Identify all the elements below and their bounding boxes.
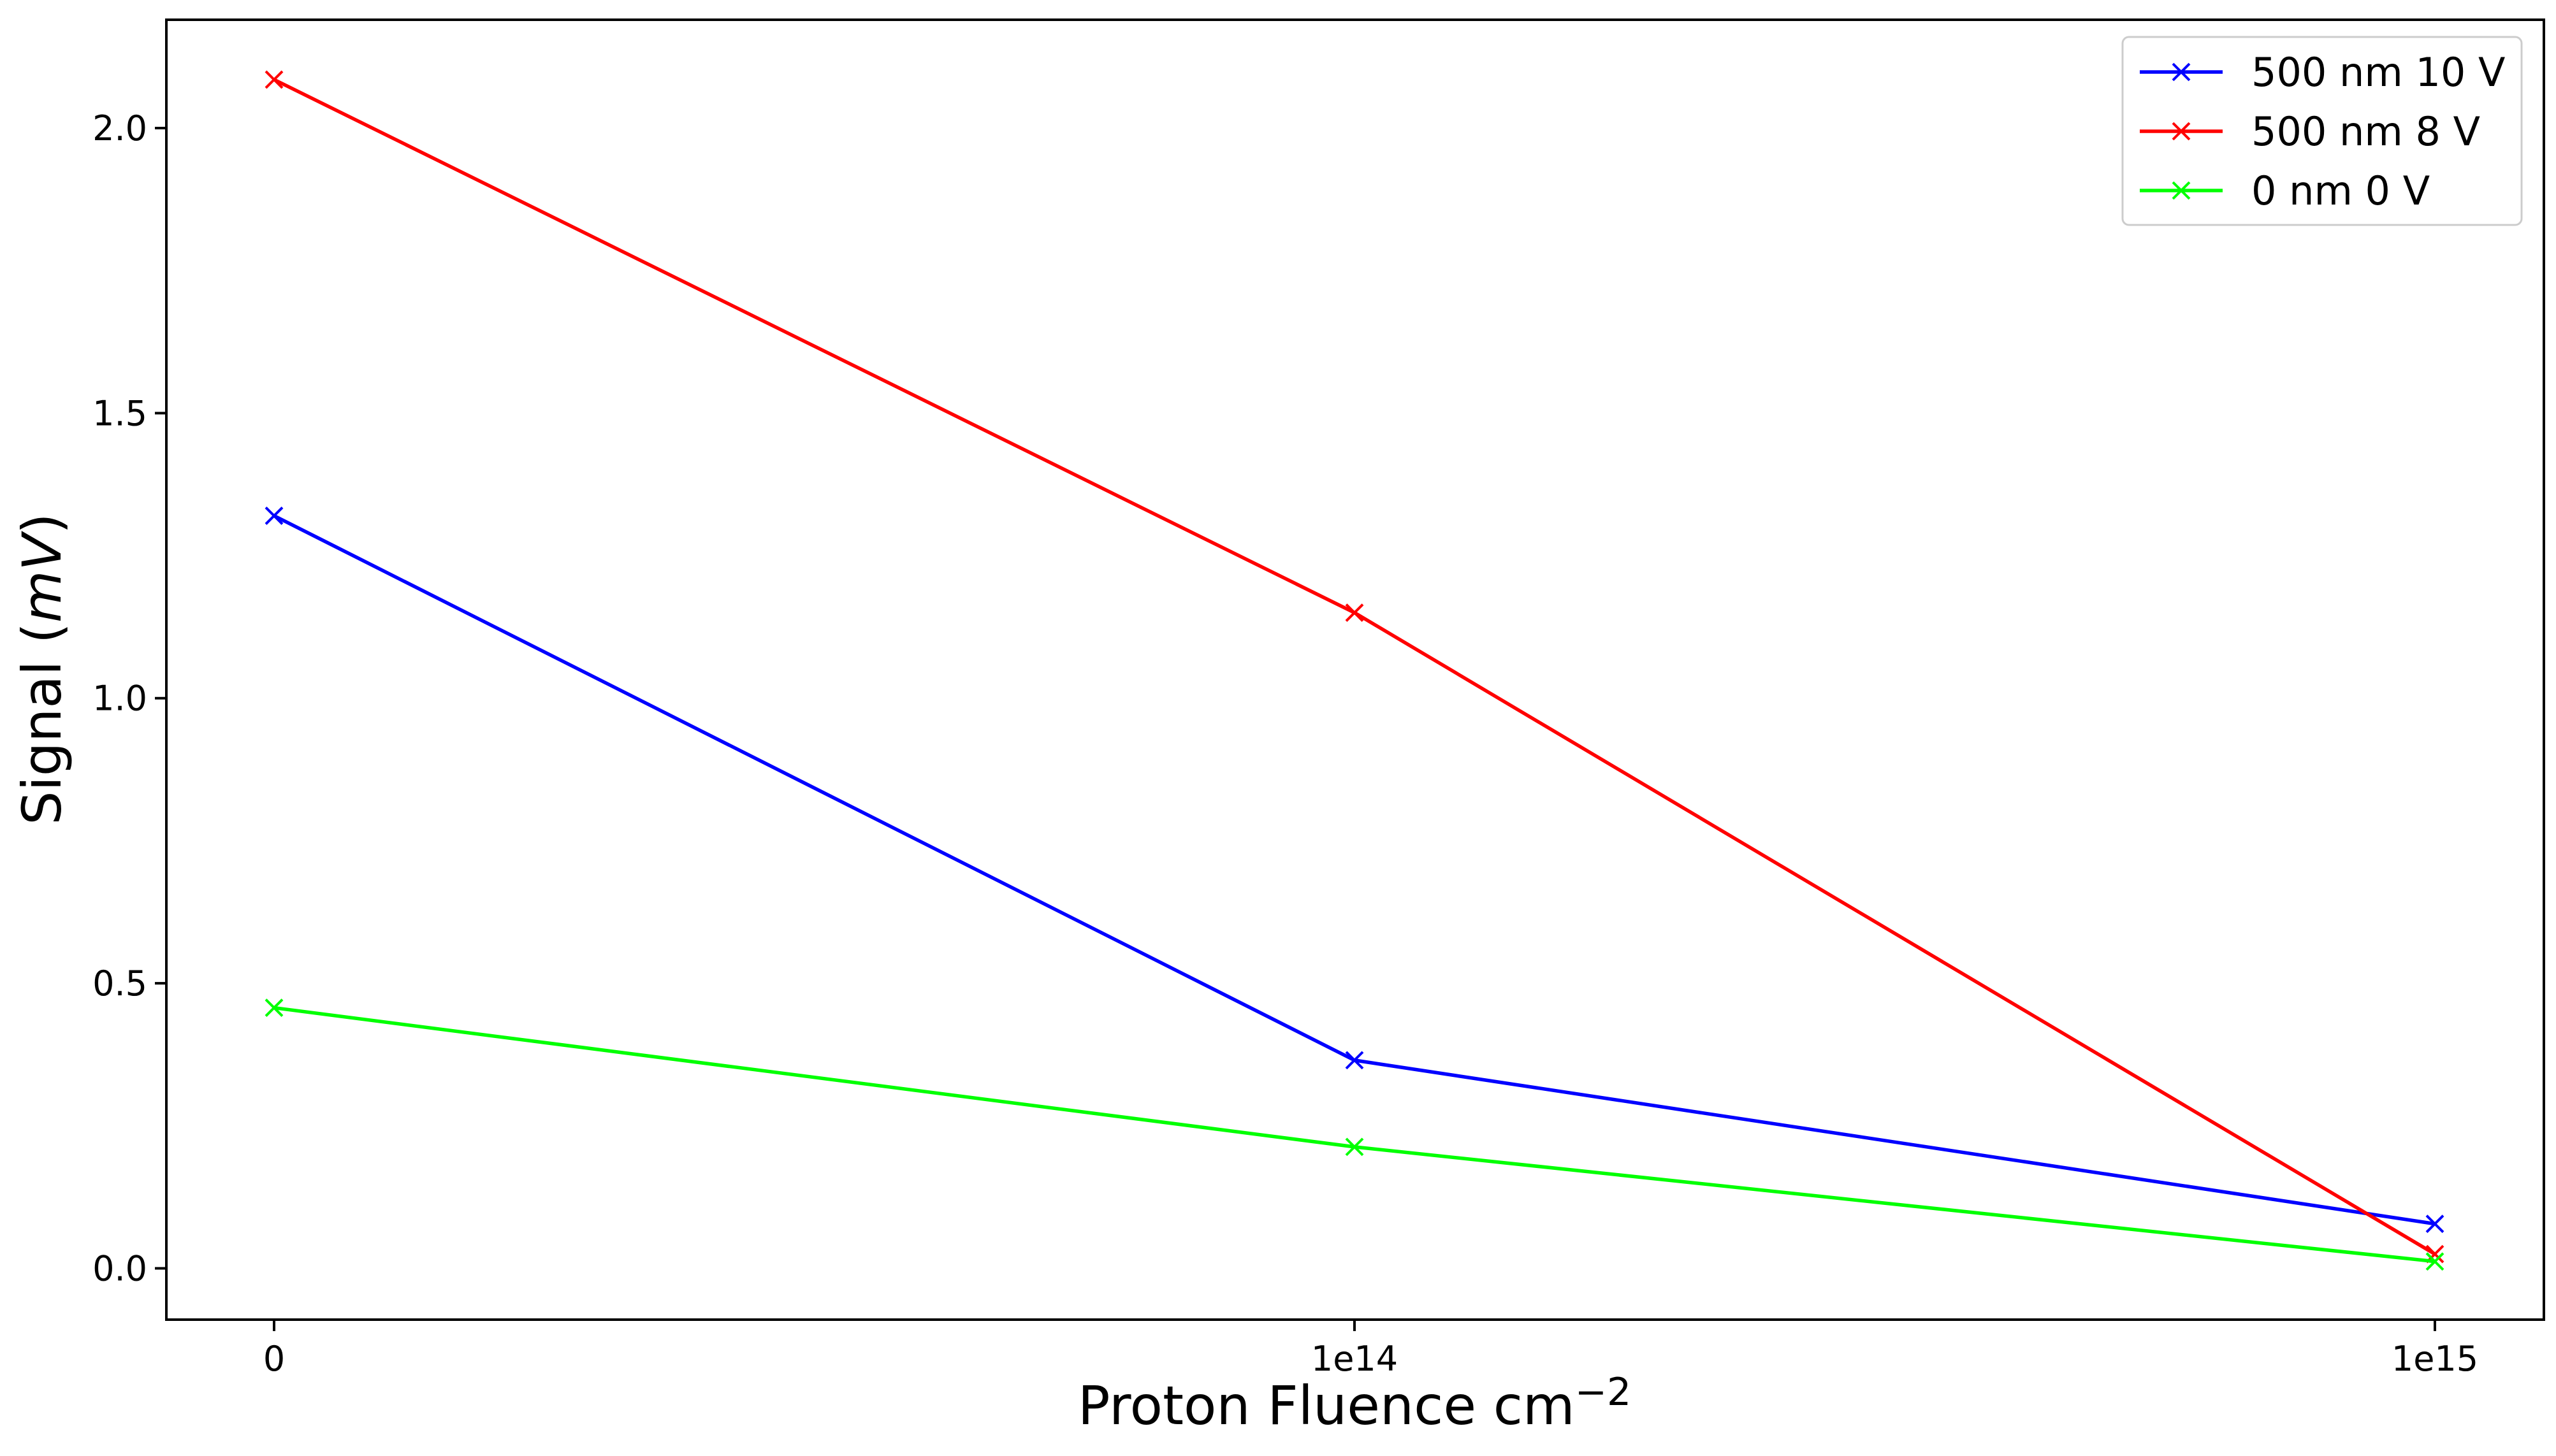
x-axis-label: Proton Fluence cm−2 [1078, 1370, 1631, 1437]
legend: 500 nm 10 V 500 nm 8 V 0 nm 0 V [2121, 36, 2523, 226]
x-tick-label: 1e15 [2392, 1339, 2478, 1379]
legend-item: 500 nm 10 V [2140, 49, 2505, 96]
marker-stroke [1345, 603, 1364, 622]
marker-stroke [265, 998, 284, 1017]
x-axis-ticks: 0 1e14 1e15 [263, 1320, 2478, 1379]
legend-items: 500 nm 10 V 500 nm 8 V 0 nm 0 V [2140, 49, 2505, 214]
marker-stroke [265, 70, 284, 89]
legend-label: 0 nm 0 V [2251, 168, 2430, 214]
y-axis-ticks: 0.0 0.5 1.0 1.5 2.0 [92, 108, 166, 1288]
data-point [1345, 603, 1364, 622]
data-point [265, 70, 284, 89]
marker-stroke [2172, 62, 2191, 82]
data-point [1345, 1137, 1364, 1157]
marker-stroke [2425, 1252, 2444, 1271]
data-point [265, 998, 284, 1017]
legend-box [2121, 36, 2523, 226]
legend-item: 500 nm 8 V [2140, 108, 2480, 155]
series-3 [265, 998, 2444, 1271]
marker-stroke [2172, 181, 2191, 200]
legend-marker [2172, 181, 2191, 200]
data-point [265, 507, 284, 525]
series-line [273, 514, 2436, 1226]
legend-item: 0 nm 0 V [2140, 168, 2430, 214]
x-tick-label: 0 [263, 1339, 285, 1379]
marker-stroke [1345, 1137, 1364, 1157]
legend-label: 500 nm 8 V [2251, 108, 2480, 155]
series-layer [265, 70, 2444, 1271]
series-line [273, 1006, 2436, 1264]
y-tick-label: 0.5 [92, 963, 147, 1004]
x-axis-label-text: Proton Fluence cm [1078, 1374, 1575, 1437]
marker-stroke [2172, 122, 2191, 141]
y-axis-label-suffix: ) [11, 513, 73, 534]
y-tick-label: 1.0 [92, 679, 147, 719]
y-axis-label-prefix: Signal ( [11, 623, 73, 825]
series-2 [265, 70, 2444, 1264]
data-point [2425, 1215, 2444, 1234]
y-tick-label: 2.0 [92, 108, 147, 148]
x-axis-label-exponent: −2 [1575, 1370, 1631, 1415]
y-axis-label: Signal (mV) [11, 513, 73, 825]
marker-stroke [1345, 1051, 1364, 1070]
y-tick-label: 0.0 [92, 1248, 147, 1288]
series-1 [265, 507, 2444, 1234]
legend-label: 500 nm 10 V [2251, 49, 2505, 96]
series-line [273, 78, 2436, 1256]
data-point [2425, 1252, 2444, 1271]
y-axis-label-unit: mV [11, 530, 73, 623]
marker-stroke [2425, 1215, 2444, 1234]
x-tick-label: 1e14 [1311, 1339, 1398, 1379]
legend-marker [2172, 62, 2191, 82]
marker-stroke [265, 507, 284, 525]
legend-marker [2172, 122, 2191, 141]
y-tick-label: 1.5 [92, 393, 147, 433]
data-point [1345, 1051, 1364, 1070]
